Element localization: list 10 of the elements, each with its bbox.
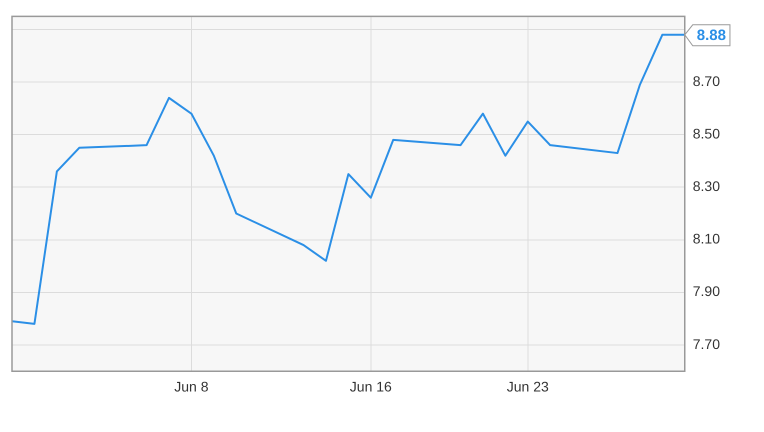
y-tick-label: 8.30	[692, 178, 720, 194]
y-tick-label: 7.90	[692, 283, 720, 300]
x-tick-label: Jun 8	[174, 378, 209, 394]
y-tick-label: 7.70	[692, 336, 720, 352]
y-tick-label: 8.70	[692, 72, 720, 89]
x-tick-label: Jun 16	[350, 378, 392, 394]
y-tick-label: 8.10	[692, 230, 720, 247]
annotation: 8.88	[696, 26, 726, 44]
y-tick-label: 8.50	[692, 126, 720, 142]
x-tick-label: Jun 23	[506, 378, 549, 394]
